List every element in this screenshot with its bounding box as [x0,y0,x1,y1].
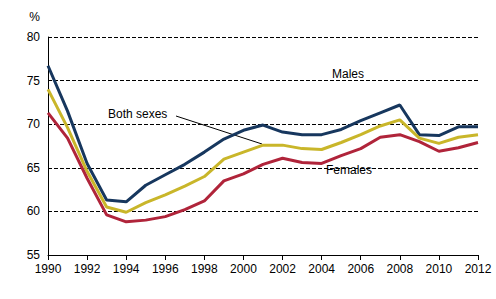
svg-text:%: % [29,10,40,24]
svg-text:1990: 1990 [35,262,62,276]
svg-text:Males: Males [332,67,364,81]
svg-text:80: 80 [27,30,41,44]
svg-text:2006: 2006 [347,262,374,276]
svg-text:1994: 1994 [113,262,140,276]
svg-text:65: 65 [27,161,41,175]
svg-text:60: 60 [27,204,41,218]
svg-text:2008: 2008 [386,262,413,276]
svg-text:70: 70 [27,117,41,131]
svg-text:2002: 2002 [269,262,296,276]
svg-text:1998: 1998 [191,262,218,276]
svg-text:2000: 2000 [230,262,257,276]
svg-text:1992: 1992 [74,262,101,276]
svg-text:55: 55 [27,248,41,262]
svg-text:75: 75 [27,74,41,88]
svg-text:2004: 2004 [308,262,335,276]
svg-text:2012: 2012 [465,262,492,276]
svg-text:Females: Females [326,163,372,177]
svg-text:Both sexes: Both sexes [108,107,167,121]
svg-text:1996: 1996 [152,262,179,276]
svg-text:2010: 2010 [426,262,453,276]
